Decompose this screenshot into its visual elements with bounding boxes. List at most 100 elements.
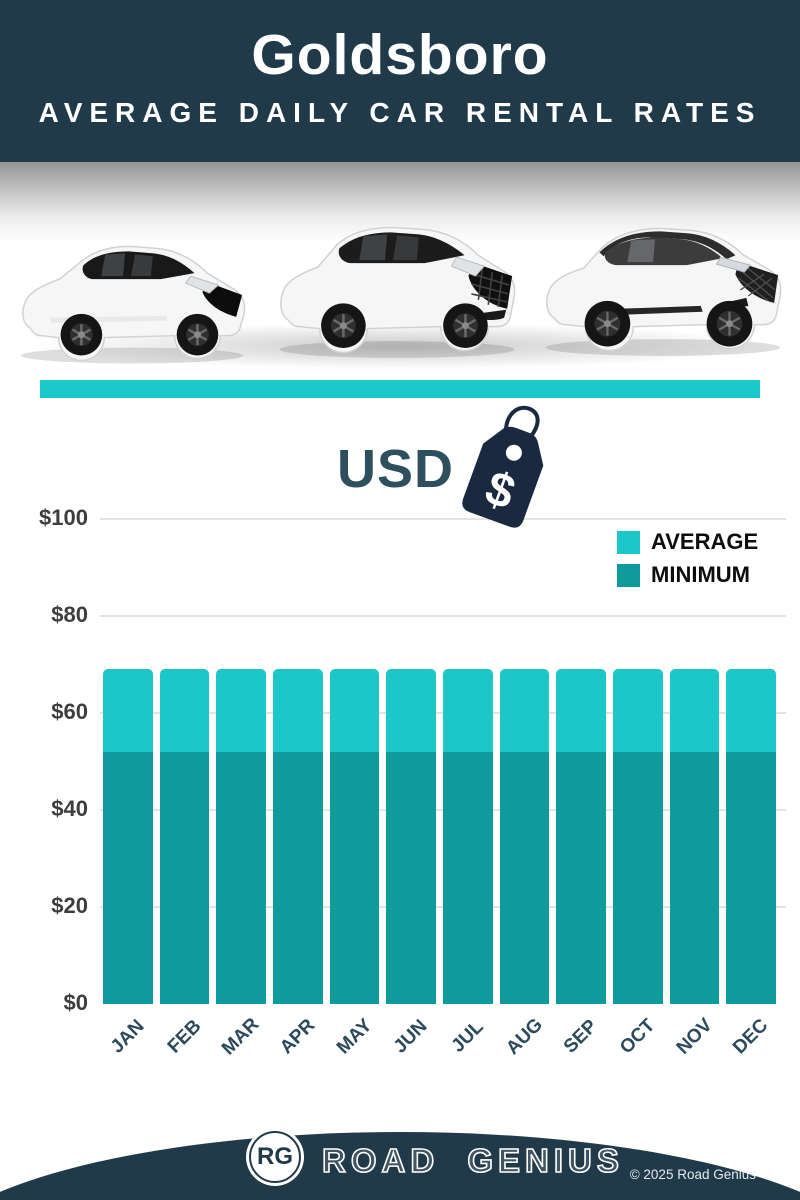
- x-label-cell: JUN: [386, 1012, 436, 1076]
- bar-minimum-jun: [386, 751, 437, 1004]
- bar-average-mar: [216, 669, 267, 1004]
- gridline-$40: [100, 809, 786, 811]
- x-label-apr: APR: [275, 1015, 320, 1059]
- x-label-cell: APR: [273, 1012, 323, 1076]
- teal-divider-bar: [40, 380, 760, 398]
- x-label-aug: AUG: [501, 1014, 547, 1060]
- page-subtitle: AVERAGE DAILY CAR RENTAL RATES: [38, 97, 762, 128]
- bar-nov: [669, 669, 720, 1004]
- x-label-dec: DEC: [729, 1015, 773, 1059]
- front-wheel: [706, 300, 753, 347]
- bar-sep: [556, 669, 607, 1004]
- bar-jan: [103, 669, 153, 1004]
- bar-minimum-aug: [499, 751, 550, 1004]
- y-tick-$80: $80: [51, 602, 88, 627]
- x-label-feb: FEB: [163, 1015, 206, 1058]
- x-label-cell: FEB: [160, 1012, 210, 1076]
- tag-body: [462, 426, 544, 528]
- x-label-cell: DEC: [726, 1012, 776, 1076]
- price-tag-icon: $: [462, 405, 544, 528]
- car-photo-strip: [0, 162, 800, 374]
- bar-minimum-nov: [669, 751, 720, 1004]
- tag-hole: [505, 444, 522, 461]
- legend-item-average: AVERAGE: [617, 529, 758, 555]
- rear-wheel: [60, 313, 103, 356]
- x-label-cell: JAN: [103, 1012, 153, 1076]
- page-title: Goldsboro: [251, 23, 549, 87]
- bar-average-feb: [159, 669, 210, 1004]
- bar-minimum-feb: [159, 751, 210, 1004]
- currency-label: USD: [337, 439, 455, 499]
- copyright-text: © 2025 Road Genius: [629, 1167, 756, 1182]
- bar-average-may: [329, 669, 380, 1004]
- bar-dec: [726, 669, 777, 1004]
- bar-average-oct: [613, 669, 663, 1004]
- bar-apr: [273, 669, 323, 1004]
- chart-legend: AVERAGE MINIMUM: [617, 529, 758, 588]
- rear-wheel: [321, 303, 366, 348]
- bar-jun: [386, 669, 437, 1004]
- bar-minimum-dec: [726, 751, 777, 1004]
- bar-minimum-jan: [103, 751, 153, 1004]
- x-label-may: MAY: [332, 1014, 376, 1059]
- x-label-mar: MAR: [218, 1013, 264, 1060]
- bar-minimum-jul: [443, 751, 493, 1004]
- legend-label-minimum: MINIMUM: [651, 562, 750, 587]
- range-rover-car-image: [545, 227, 782, 356]
- gridline-$80: [100, 615, 786, 617]
- tag-string: [503, 405, 540, 449]
- bar-mar: [216, 669, 267, 1004]
- brand-name: ROAD GENIUS: [321, 1141, 624, 1180]
- bar-minimum-may: [329, 751, 380, 1004]
- logo-initials: RG: [257, 1143, 293, 1170]
- y-tick-$100: $100: [39, 505, 88, 530]
- x-label-jan: JAN: [106, 1015, 149, 1058]
- x-label-jul: JUL: [447, 1016, 488, 1057]
- bar-average-jan: [103, 669, 153, 1004]
- legend-swatch-average: [617, 530, 640, 554]
- suv-car-image: [279, 226, 516, 358]
- bar-may: [329, 669, 380, 1004]
- y-tick-$20: $20: [51, 893, 88, 918]
- legend-label-average: AVERAGE: [651, 529, 759, 554]
- bar-oct: [613, 669, 663, 1004]
- bar-average-jun: [386, 669, 437, 1004]
- x-label-cell: AUG: [500, 1012, 550, 1076]
- x-label-cell: JUL: [443, 1012, 493, 1076]
- x-label-sep: SEP: [559, 1015, 602, 1058]
- y-tick-$0: $0: [63, 990, 88, 1015]
- front-wheel: [176, 313, 219, 356]
- bar-average-nov: [669, 669, 720, 1004]
- gridline-$100: [100, 518, 786, 520]
- legend-swatch-minimum: [617, 563, 640, 587]
- bar-average-aug: [499, 669, 550, 1004]
- bar-average-dec: [726, 669, 777, 1004]
- bar-minimum-apr: [273, 751, 323, 1004]
- x-label-jun: JUN: [389, 1015, 432, 1058]
- bar-feb: [159, 669, 210, 1004]
- x-label-oct: OCT: [615, 1015, 660, 1059]
- bar-aug: [499, 669, 550, 1004]
- legend-item-minimum: MINIMUM: [617, 562, 758, 588]
- x-label-nov: NOV: [672, 1014, 717, 1059]
- bar-minimum-oct: [613, 751, 663, 1004]
- y-tick-$40: $40: [51, 796, 88, 821]
- x-label-cell: MAR: [216, 1012, 266, 1076]
- hatchback-car-image: [20, 245, 246, 364]
- bars-group: [103, 519, 777, 1004]
- front-wheel: [443, 303, 488, 348]
- y-tick-$60: $60: [51, 699, 88, 724]
- road-genius-logo-icon: RG: [246, 1128, 304, 1186]
- bar-average-jul: [443, 669, 493, 1004]
- x-label-cell: NOV: [670, 1012, 720, 1076]
- rear-wheel: [584, 300, 631, 347]
- x-axis: JAN FEB MAR APR MAY JUN JUL AUG SEP OCT NOV DEC: [103, 1012, 776, 1076]
- header: Goldsboro AVERAGE DAILY CAR RENTAL RATES: [0, 0, 800, 162]
- x-label-cell: SEP: [556, 1012, 606, 1076]
- gridline-$60: [100, 712, 786, 714]
- bar-average-sep: [556, 669, 607, 1004]
- bar-chart: [100, 518, 786, 1004]
- x-label-cell: OCT: [613, 1012, 663, 1076]
- x-label-cell: MAY: [330, 1012, 380, 1076]
